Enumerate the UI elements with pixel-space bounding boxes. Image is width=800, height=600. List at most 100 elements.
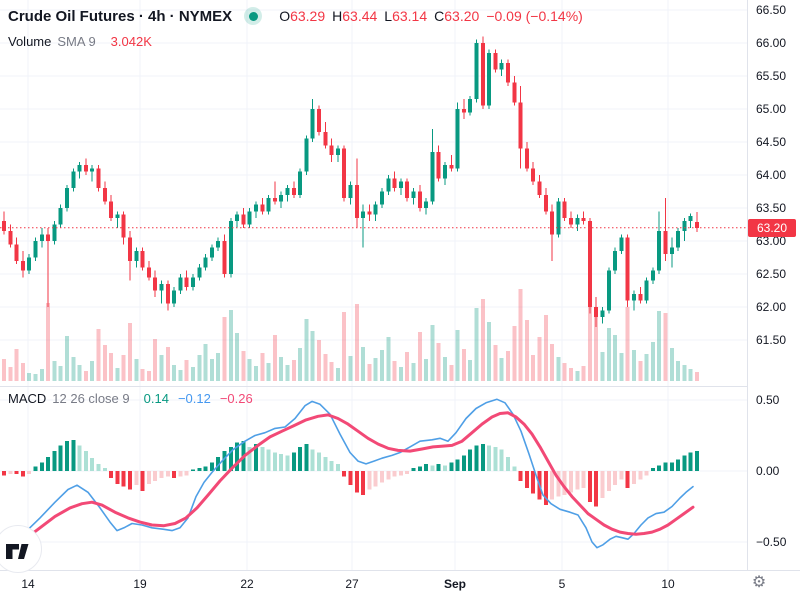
- candle: [348, 184, 353, 199]
- candle: [436, 151, 441, 179]
- macd-hist-bar: [52, 451, 57, 471]
- candle: [411, 191, 416, 199]
- macd-hist-bar: [121, 471, 126, 487]
- macd-hist-bar: [90, 458, 95, 471]
- volume-bar: [247, 359, 252, 381]
- volume-bar: [102, 345, 107, 381]
- volume-bar: [2, 359, 6, 381]
- macd-hist-bar: [587, 471, 592, 503]
- volume-bar: [461, 349, 466, 381]
- symbol-title[interactable]: Crude Oil Futures · 4h · NYMEX: [8, 7, 233, 25]
- candle: [191, 277, 195, 288]
- time-axis-label: 22: [240, 577, 254, 591]
- candle: [480, 43, 485, 106]
- macd-hist-bar: [317, 452, 321, 471]
- volume-bar: [222, 317, 227, 381]
- macd-hist-bar: [33, 466, 38, 471]
- volume-bar: [304, 319, 309, 381]
- market-status-icon[interactable]: [244, 7, 263, 25]
- macd-axis-label: −0.50: [756, 535, 787, 549]
- candle: [335, 148, 340, 156]
- volume-bar: [228, 310, 233, 381]
- macd-signal-line: [0, 411, 695, 550]
- volume-bar: [348, 356, 353, 381]
- volume-bar: [512, 326, 517, 381]
- macd-hist-bar: [524, 471, 529, 489]
- volume-bar: [115, 368, 120, 381]
- price-axis-label: 65.00: [756, 102, 787, 116]
- candle: [222, 241, 227, 274]
- macd-hist-bar: [184, 471, 189, 476]
- candle: [165, 283, 170, 304]
- candle: [65, 188, 69, 208]
- candle: [317, 109, 321, 133]
- macd-label[interactable]: MACD: [8, 391, 47, 406]
- volume-bar: [317, 340, 321, 381]
- macd-hist-bar: [128, 471, 132, 490]
- volume-bar: [537, 337, 542, 381]
- volume-bar: [518, 289, 523, 381]
- macd-hist-bar: [165, 471, 170, 477]
- macd-hist-bar: [323, 456, 328, 471]
- candle: [279, 194, 284, 202]
- ohlc-open: O63.29: [279, 8, 326, 24]
- macd-hist-bar: [159, 471, 164, 479]
- macd-hist-bar: [291, 452, 296, 471]
- tradingview-logo[interactable]: [0, 525, 42, 573]
- candle: [518, 102, 523, 149]
- last-price-badge[interactable]: 63.20: [748, 218, 796, 237]
- volume-bar: [613, 335, 618, 381]
- macd-hist-bar: [398, 471, 403, 476]
- macd-hist-bar: [493, 446, 498, 471]
- macd-hist-bar: [644, 471, 649, 476]
- candle: [543, 194, 548, 212]
- macd-hist-bar: [663, 462, 668, 471]
- macd-hist-bar: [550, 471, 555, 500]
- macd-hist-bar: [266, 449, 271, 471]
- candle: [203, 257, 208, 268]
- volume-bar: [556, 357, 561, 381]
- macd-hist-bar: [417, 466, 422, 471]
- candle: [298, 171, 303, 195]
- settings-gear-icon[interactable]: ⚙: [751, 574, 767, 591]
- macd-hist-bar: [279, 453, 284, 471]
- candle: [367, 211, 372, 215]
- macd-hist-bar: [632, 471, 636, 484]
- candle: [361, 211, 366, 218]
- candle: [638, 293, 643, 301]
- volume-bar: [266, 363, 271, 381]
- macd-hist-bar: [58, 445, 63, 471]
- candle: [493, 52, 498, 70]
- volume-bar: [650, 342, 655, 381]
- candle: [512, 82, 517, 103]
- volume-bar: [575, 371, 580, 381]
- macd-hist-bar: [430, 465, 435, 471]
- volume-bar: [109, 353, 114, 381]
- macd-hist-bar: [506, 456, 510, 471]
- volume-bar: [569, 368, 573, 381]
- macd-hist-bar: [380, 471, 384, 483]
- candle: [266, 198, 271, 212]
- volume-label[interactable]: Volume: [8, 34, 52, 49]
- time-axis-label: 27: [345, 577, 359, 591]
- candle: [27, 257, 32, 271]
- candle: [39, 234, 44, 241]
- volume-bar: [417, 332, 422, 381]
- macd-hist-bar: [373, 471, 378, 487]
- candle: [499, 62, 504, 70]
- volume-bar: [8, 367, 13, 381]
- candle: [310, 109, 315, 139]
- volume-bar: [260, 353, 265, 381]
- volume-bar: [235, 333, 240, 381]
- candle: [109, 201, 114, 218]
- ohlc-close: C63.20: [434, 8, 480, 24]
- macd-params: 12 26 close 9: [52, 391, 130, 406]
- candle: [682, 221, 687, 232]
- candle: [115, 214, 120, 218]
- price-axis-label: 66.50: [756, 3, 787, 17]
- volume-bar: [386, 337, 391, 381]
- candle: [461, 109, 466, 113]
- volume-bar: [329, 362, 334, 381]
- macd-hist-bar: [146, 471, 151, 484]
